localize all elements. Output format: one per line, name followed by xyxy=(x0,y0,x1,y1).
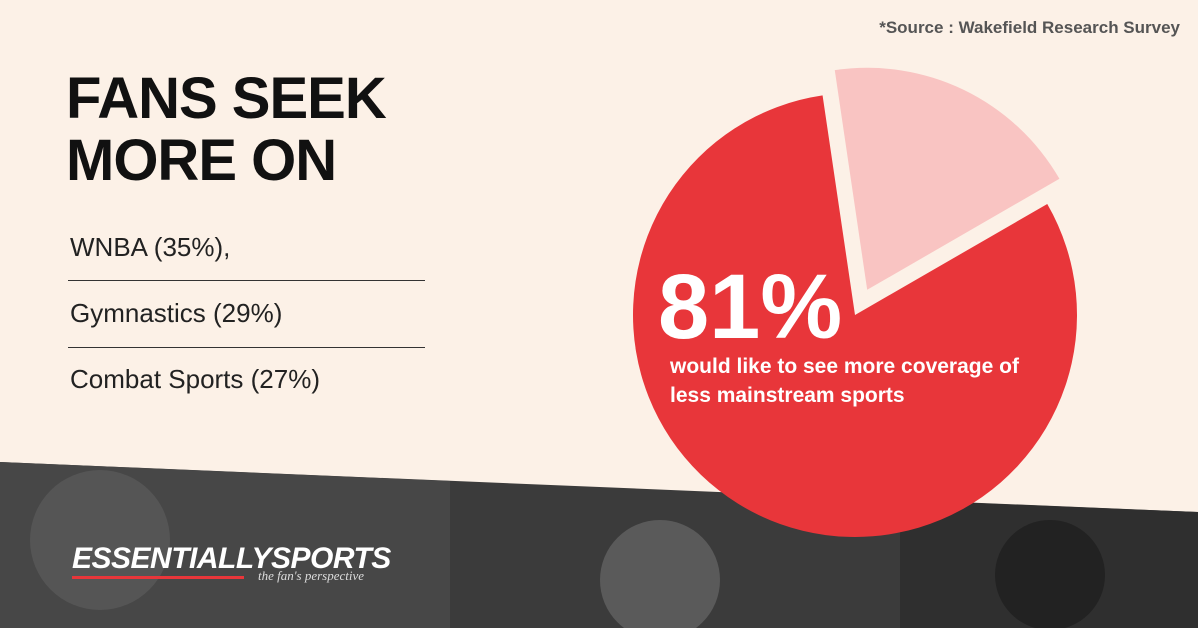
brand: ESSENTIALLYSPORTS xyxy=(72,542,391,575)
source: *Source : Wakefield Research Survey xyxy=(879,18,1180,37)
title: FANS SEEK MORE ON xyxy=(66,66,387,193)
tagline: the fan's perspective xyxy=(258,568,365,583)
photo-shape xyxy=(600,520,720,628)
list-item: Combat Sports (27%) xyxy=(70,364,320,394)
brand-underline xyxy=(72,576,244,579)
divider xyxy=(68,280,425,281)
pie-slice xyxy=(633,95,1077,538)
divider xyxy=(68,347,425,348)
list-item: WNBA (35%), xyxy=(70,232,231,262)
pie-slice xyxy=(834,67,1060,290)
photo-shape xyxy=(995,520,1105,628)
photo-shape xyxy=(30,470,170,610)
caption: would like to see more coverage of less … xyxy=(670,355,1019,407)
list-item: Gymnastics (29%) xyxy=(70,298,283,328)
value-label: 81% xyxy=(658,256,843,358)
